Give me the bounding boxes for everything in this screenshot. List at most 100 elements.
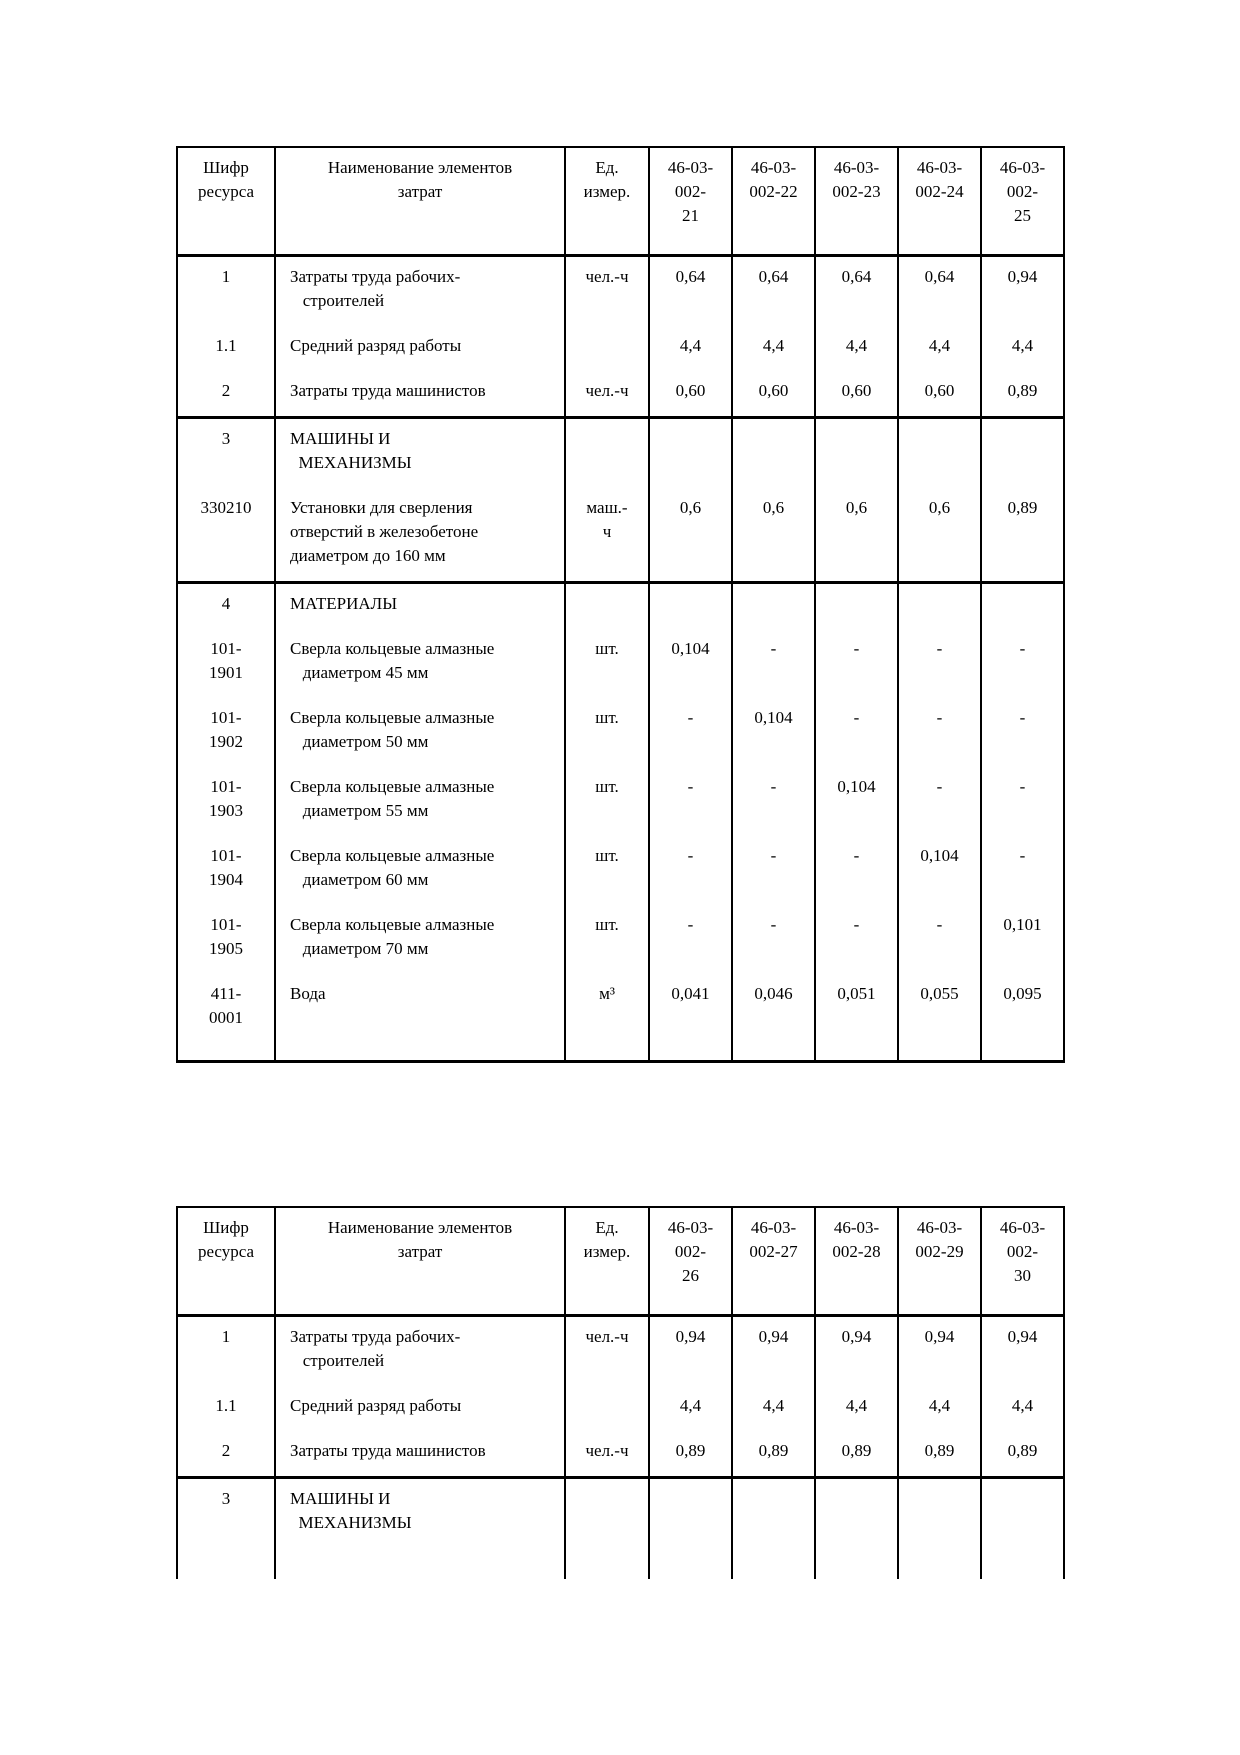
document-page: Шифр ресурса Наименование элементов затр… xyxy=(176,146,1065,1579)
table-row: 2 Затраты труда машинистов чел.-ч 0,89 0… xyxy=(176,1431,1065,1478)
value-cell: 4,4 xyxy=(980,1386,1065,1431)
value-cell: 4,4 xyxy=(897,326,981,371)
unit-cell: шт. xyxy=(564,629,649,698)
value-cell: 0,6 xyxy=(731,488,815,583)
value-cell: - xyxy=(814,629,898,698)
resource-code-cell: 1.1 xyxy=(176,326,275,371)
section-title-cell: МАШИНЫ И МЕХАНИЗМЫ xyxy=(274,416,565,488)
header-norm-46-03-002-28: 46-03- 002-28 xyxy=(814,1206,898,1317)
header-norm-46-03-002-21: 46-03- 002- 21 xyxy=(648,146,732,257)
value-cell xyxy=(980,1476,1065,1579)
value-cell xyxy=(897,1476,981,1579)
unit-cell: чел.-ч xyxy=(564,1431,649,1478)
resource-code-cell: 101- 1904 xyxy=(176,836,275,905)
value-cell: - xyxy=(980,767,1065,836)
value-cell: 0,64 xyxy=(731,255,815,326)
table-row: 330210 Установки для сверления отверстий… xyxy=(176,488,1065,583)
value-cell: 0,94 xyxy=(814,1315,898,1386)
value-cell xyxy=(648,416,732,488)
cost-element-name-cell: Затраты труда машинистов xyxy=(274,1431,565,1478)
header-cost-elements: Наименование элементов затрат xyxy=(274,146,565,257)
unit-cell xyxy=(564,1476,649,1579)
value-cell: 0,64 xyxy=(814,255,898,326)
cost-element-name-cell: Сверла кольцевые алмазные диаметром 50 м… xyxy=(274,698,565,767)
value-cell: - xyxy=(648,836,732,905)
value-cell xyxy=(648,581,732,629)
section-row-machines: 3 МАШИНЫ И МЕХАНИЗМЫ xyxy=(176,1476,1065,1579)
resource-table-46-03-002-26-30: Шифр ресурса Наименование элементов затр… xyxy=(176,1206,1065,1579)
value-cell: - xyxy=(648,698,732,767)
value-cell: 0,6 xyxy=(814,488,898,583)
cost-element-name-cell: Средний разряд работы xyxy=(274,326,565,371)
value-cell: 4,4 xyxy=(648,326,732,371)
cost-element-name-cell: Вода xyxy=(274,974,565,1063)
value-cell xyxy=(731,416,815,488)
value-cell: 0,055 xyxy=(897,974,981,1063)
resource-code-cell: 101- 1903 xyxy=(176,767,275,836)
value-cell: 4,4 xyxy=(731,326,815,371)
table-row: 1.1 Средний разряд работы 4,4 4,4 4,4 4,… xyxy=(176,326,1065,371)
value-cell: 4,4 xyxy=(648,1386,732,1431)
value-cell: 0,89 xyxy=(648,1431,732,1478)
value-cell: - xyxy=(731,767,815,836)
table-row: 1 Затраты труда рабочих- строителей чел.… xyxy=(176,255,1065,326)
value-cell: 0,046 xyxy=(731,974,815,1063)
value-cell: 4,4 xyxy=(814,1386,898,1431)
value-cell: 0,104 xyxy=(648,629,732,698)
resource-code-cell: 3 xyxy=(176,416,275,488)
value-cell xyxy=(814,581,898,629)
value-cell: - xyxy=(731,905,815,974)
value-cell: 0,60 xyxy=(648,371,732,418)
value-cell xyxy=(980,416,1065,488)
header-norm-46-03-002-24: 46-03- 002-24 xyxy=(897,146,981,257)
cost-element-name-cell: Сверла кольцевые алмазные диаметром 45 м… xyxy=(274,629,565,698)
header-unit: Ед. измер. xyxy=(564,1206,649,1317)
cost-element-name-cell: Затраты труда машинистов xyxy=(274,371,565,418)
cost-element-name-cell: Сверла кольцевые алмазные диаметром 70 м… xyxy=(274,905,565,974)
cost-element-name-cell: Средний разряд работы xyxy=(274,1386,565,1431)
value-cell xyxy=(980,581,1065,629)
value-cell: - xyxy=(814,698,898,767)
header-norm-46-03-002-26: 46-03- 002- 26 xyxy=(648,1206,732,1317)
value-cell xyxy=(814,1476,898,1579)
value-cell: 0,94 xyxy=(980,255,1065,326)
value-cell: 4,4 xyxy=(897,1386,981,1431)
value-cell xyxy=(731,581,815,629)
value-cell: 4,4 xyxy=(814,326,898,371)
header-norm-46-03-002-25: 46-03- 002- 25 xyxy=(980,146,1065,257)
resource-code-cell: 101- 1905 xyxy=(176,905,275,974)
table-row: 101- 1905 Сверла кольцевые алмазные диам… xyxy=(176,905,1065,974)
header-norm-46-03-002-29: 46-03- 002-29 xyxy=(897,1206,981,1317)
unit-cell xyxy=(564,416,649,488)
table-row: 2 Затраты труда машинистов чел.-ч 0,60 0… xyxy=(176,371,1065,418)
resource-code-cell: 4 xyxy=(176,581,275,629)
resource-code-cell: 1 xyxy=(176,255,275,326)
unit-cell: шт. xyxy=(564,905,649,974)
unit-cell: шт. xyxy=(564,836,649,905)
header-norm-46-03-002-30: 46-03- 002- 30 xyxy=(980,1206,1065,1317)
unit-cell xyxy=(564,326,649,371)
resource-code-cell: 2 xyxy=(176,371,275,418)
header-cost-elements: Наименование элементов затрат xyxy=(274,1206,565,1317)
value-cell: 0,60 xyxy=(814,371,898,418)
value-cell: - xyxy=(897,629,981,698)
cost-element-name-cell: Затраты труда рабочих- строителей xyxy=(274,255,565,326)
cost-element-name-cell: Затраты труда рабочих- строителей xyxy=(274,1315,565,1386)
value-cell: 0,6 xyxy=(897,488,981,583)
resource-table-46-03-002-21-25: Шифр ресурса Наименование элементов затр… xyxy=(176,146,1065,1063)
resource-code-cell: 3 xyxy=(176,1476,275,1579)
value-cell: 0,64 xyxy=(648,255,732,326)
value-cell: 0,94 xyxy=(648,1315,732,1386)
resource-code-cell: 101- 1901 xyxy=(176,629,275,698)
section-row-machines: 3 МАШИНЫ И МЕХАНИЗМЫ xyxy=(176,416,1065,488)
value-cell: 0,89 xyxy=(814,1431,898,1478)
value-cell: 0,095 xyxy=(980,974,1065,1063)
value-cell xyxy=(897,581,981,629)
unit-cell: чел.-ч xyxy=(564,255,649,326)
header-norm-46-03-002-22: 46-03- 002-22 xyxy=(731,146,815,257)
value-cell: - xyxy=(897,698,981,767)
unit-cell: шт. xyxy=(564,767,649,836)
value-cell: 0,94 xyxy=(897,1315,981,1386)
value-cell: 0,89 xyxy=(980,1431,1065,1478)
header-resource-code: Шифр ресурса xyxy=(176,146,275,257)
